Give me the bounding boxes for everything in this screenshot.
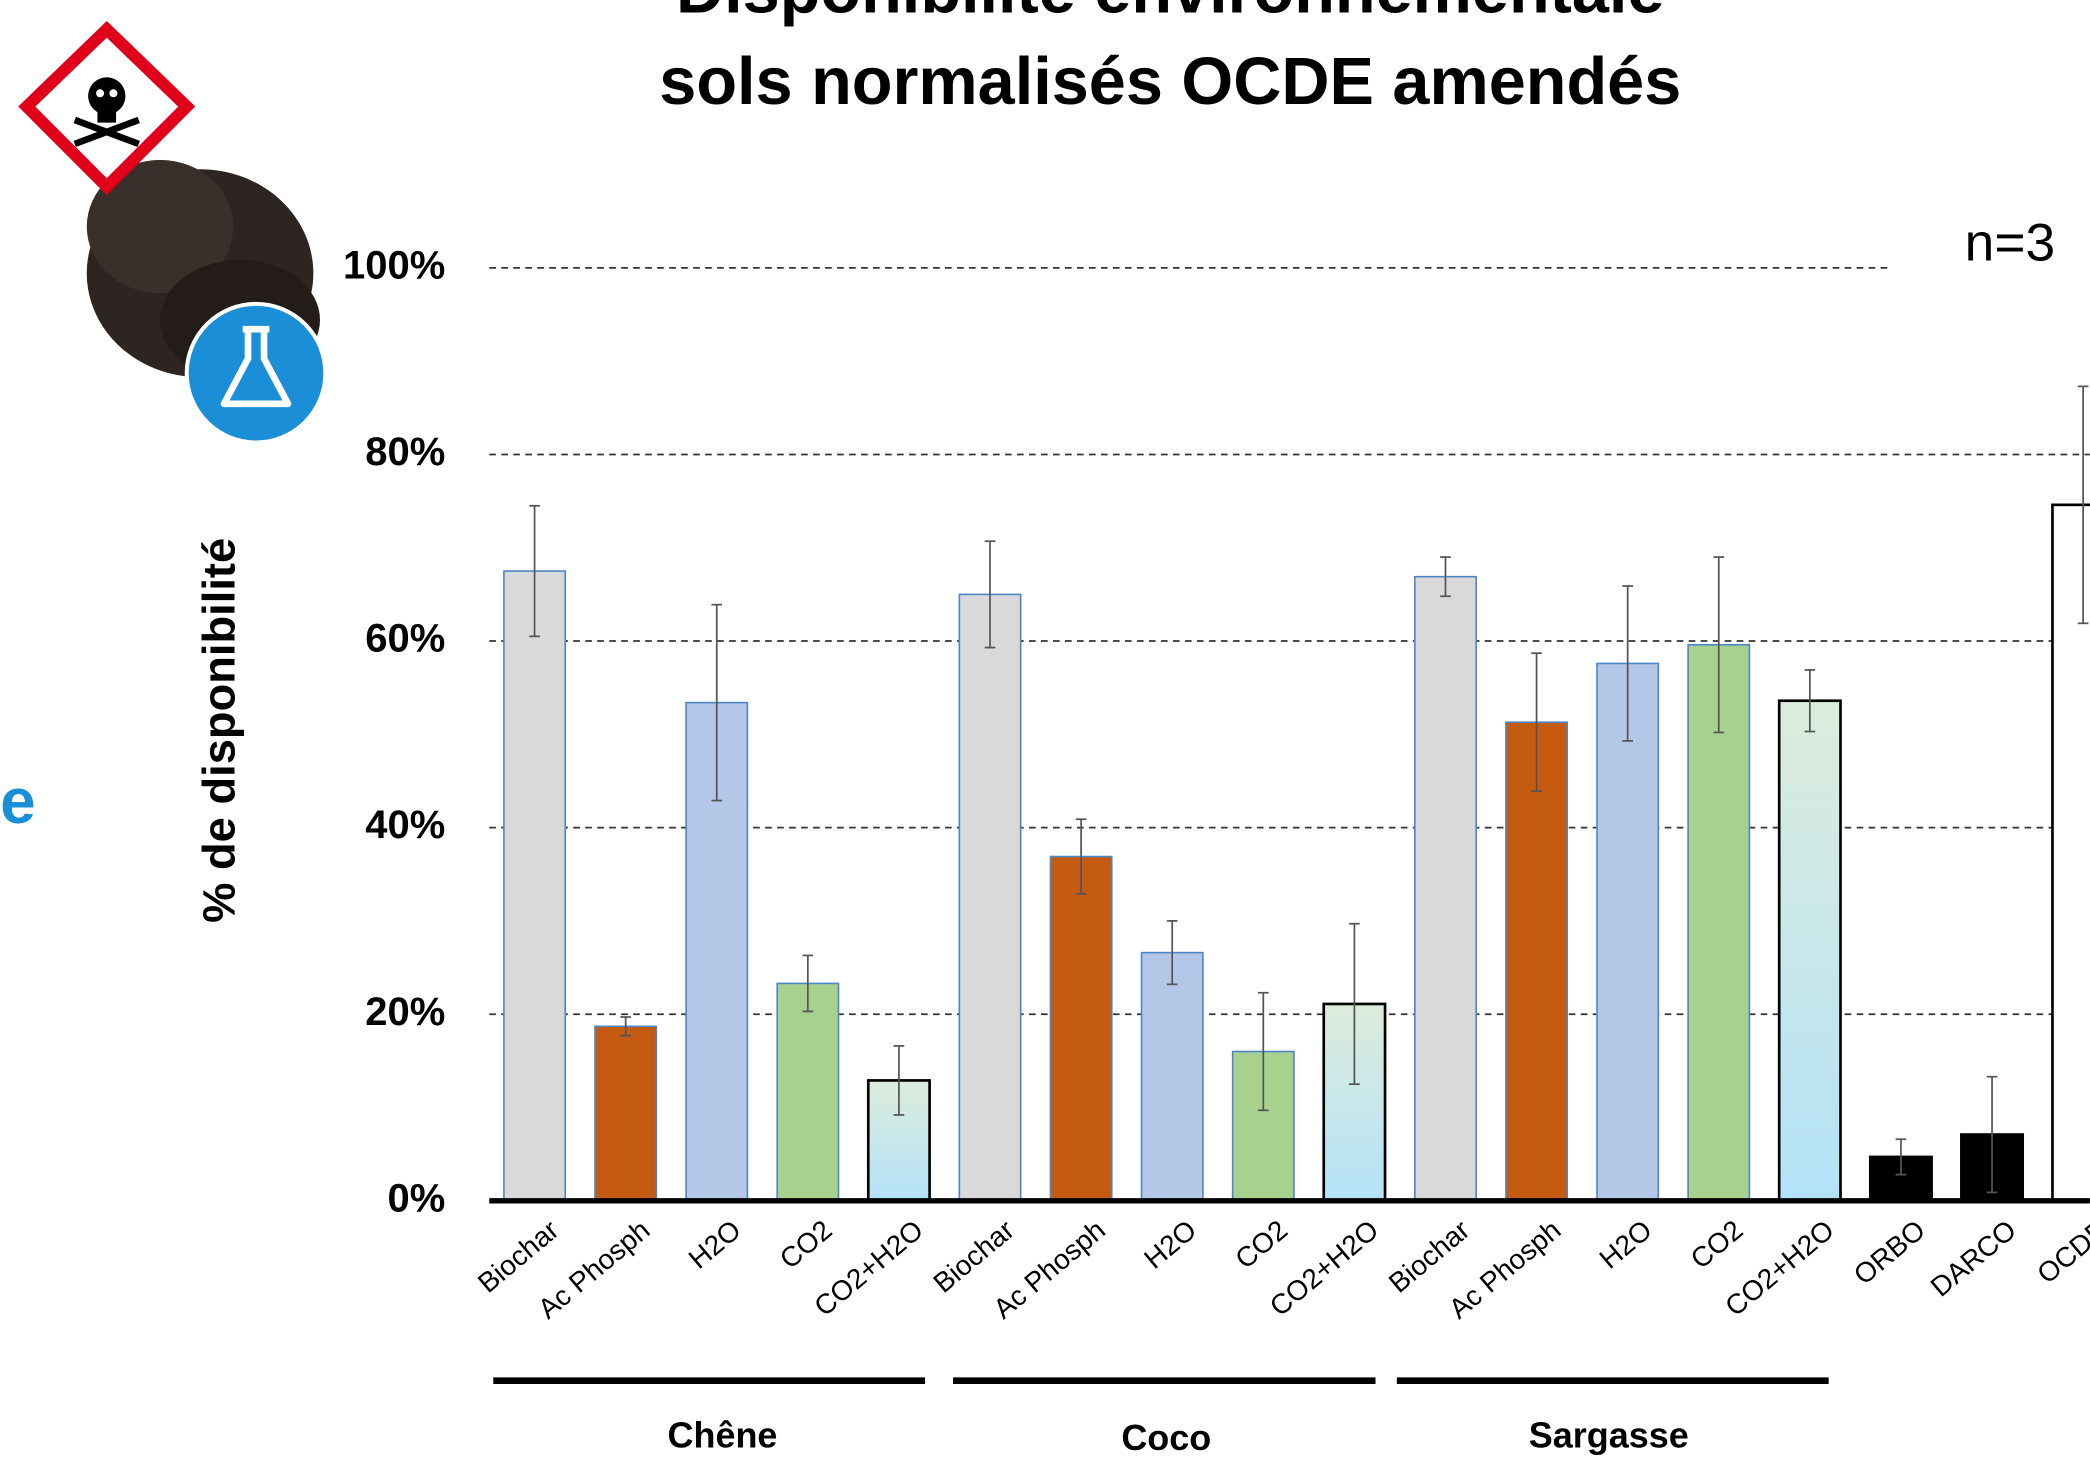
x-tick-label: CO2 <box>1685 1214 1749 1275</box>
error-bar <box>1440 556 1451 598</box>
bar <box>776 982 840 1202</box>
error-bar <box>1166 920 1178 986</box>
x-tick-label: OCDE <box>2031 1214 2090 1290</box>
chart-title: sols normalisés OCDE amendés <box>659 45 1681 119</box>
error-bar <box>620 1016 631 1037</box>
x-tick-label: DARCO <box>1925 1214 2022 1303</box>
flask-icon <box>184 301 328 445</box>
bar <box>1687 643 1751 1202</box>
bar <box>1140 951 1204 1202</box>
bar <box>1505 721 1569 1202</box>
y-tick-label: 40% <box>365 803 445 847</box>
bar <box>958 593 1022 1202</box>
y-tick-label: 20% <box>365 990 445 1034</box>
bar <box>1596 662 1660 1202</box>
y-axis-label: % de disponibilité <box>194 538 245 923</box>
x-tick-label: H2O <box>1138 1214 1202 1275</box>
x-tick-label: H2O <box>1594 1214 1658 1275</box>
y-tick-label: 80% <box>365 430 445 474</box>
bar <box>1777 699 1842 1203</box>
x-tick-label: ORBO <box>1848 1214 1931 1291</box>
error-bar <box>1986 1075 1998 1194</box>
chart-title: Disponibilité environnementale <box>676 0 1664 27</box>
error-bar <box>1349 922 1360 1086</box>
x-tick-label: H2O <box>683 1214 747 1275</box>
hazard-icon <box>18 20 196 196</box>
error-bar <box>1257 991 1269 1112</box>
error-bar <box>984 540 996 649</box>
y-tick-label: 60% <box>365 617 445 661</box>
error-bar <box>1804 669 1816 733</box>
error-bar <box>529 504 540 638</box>
side-text: e <box>0 765 36 837</box>
x-tick-label: CO2 <box>1229 1214 1293 1275</box>
annotation: n=3 <box>1965 214 2055 273</box>
bar <box>503 570 567 1202</box>
y-tick-label: 0% <box>387 1176 445 1220</box>
group-labels: Chêne Coco Sargasse <box>493 1377 1829 1458</box>
group-label: Chêne <box>668 1415 778 1456</box>
y-tick-label: 100% <box>343 243 445 287</box>
error-bar <box>802 954 814 1013</box>
group-label: Sargasse <box>1529 1415 1689 1456</box>
error-bar <box>1895 1138 1907 1176</box>
error-bar <box>2077 385 2089 625</box>
error-bar <box>1531 652 1542 793</box>
bar <box>1414 575 1477 1202</box>
bar <box>2051 503 2090 1203</box>
error-bar <box>711 603 723 802</box>
error-bar <box>1075 818 1087 895</box>
group-label: Coco <box>1121 1417 1211 1458</box>
error-bar <box>1713 556 1725 734</box>
bar <box>594 1025 658 1202</box>
error-bar <box>893 1045 905 1116</box>
bar <box>1049 855 1113 1202</box>
error-bar <box>1622 585 1633 742</box>
x-tick-label: CO2 <box>774 1214 838 1275</box>
